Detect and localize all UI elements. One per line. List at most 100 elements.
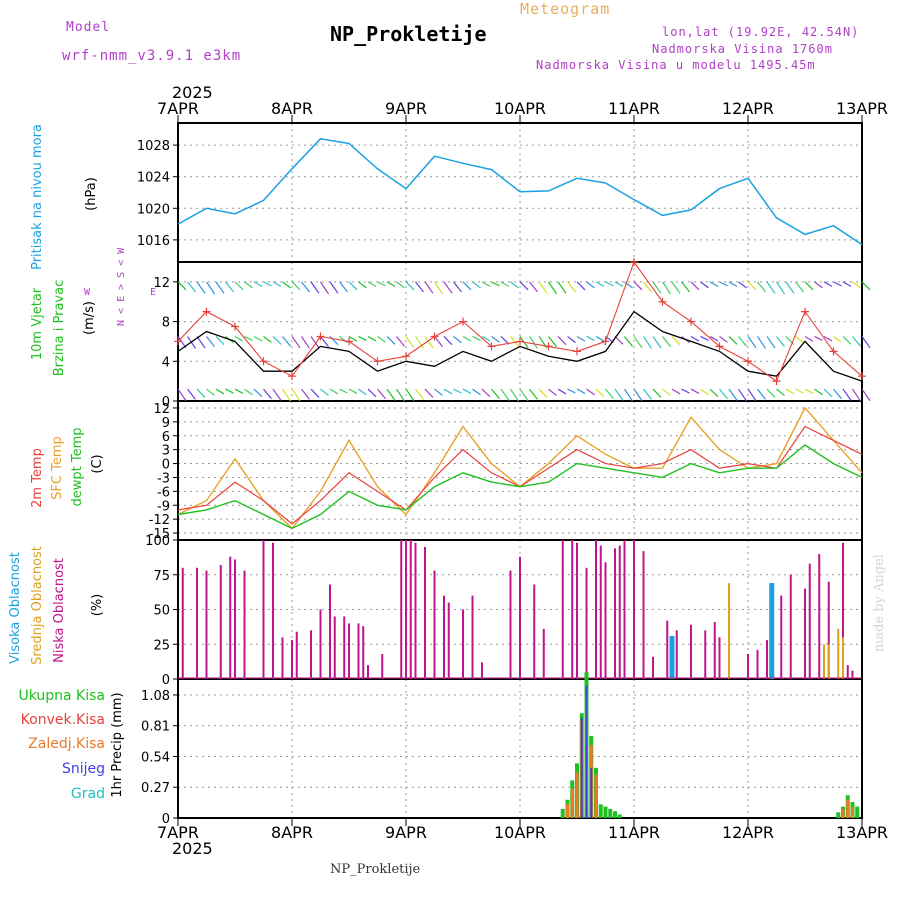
- cloud-bar-low: [666, 620, 669, 679]
- wind-arrow: [491, 281, 500, 287]
- wind-arrow: [196, 281, 206, 294]
- wind-arrow: [415, 388, 424, 400]
- wind-arrow: [472, 388, 481, 396]
- wind-arrow: [548, 336, 557, 347]
- wind-arrow: [728, 336, 738, 345]
- wind-arrow: [443, 336, 453, 346]
- cloud-bar-low: [196, 567, 198, 679]
- wind-arrow: [472, 335, 481, 342]
- y-tick-label: -9: [157, 499, 170, 514]
- y-tick-label: 12: [153, 276, 170, 291]
- wind-arrow: [282, 281, 291, 289]
- wind-arrow: [282, 388, 291, 402]
- cloud-bar-low: [618, 545, 621, 679]
- year-label-top: 2025: [172, 83, 213, 102]
- cloud-bar-low: [818, 553, 821, 679]
- x-tick-label-top: 7APR: [157, 99, 199, 118]
- wind-arrow: [567, 281, 576, 293]
- pressure-line: [177, 137, 863, 246]
- x-tick-label-bottom: 11APR: [608, 823, 660, 842]
- wind-arrow: [719, 335, 728, 343]
- wind-arrow: [776, 336, 785, 347]
- cloud-bar-low: [310, 630, 312, 679]
- gust-marker: [601, 337, 610, 346]
- cloud-bar-low: [414, 542, 417, 679]
- gust-marker: [687, 317, 695, 326]
- wind-arrow: [253, 335, 263, 342]
- wind-arrow: [424, 388, 434, 398]
- cloud-bar-low: [713, 622, 716, 679]
- cloud-bar-low: [585, 567, 588, 679]
- wind-arrow: [576, 388, 586, 394]
- gust-marker: [402, 352, 410, 361]
- wind-arrow: [614, 388, 624, 401]
- wind-arrow: [396, 281, 405, 289]
- wind-arrow: [348, 335, 358, 342]
- wind-arrow: [633, 336, 643, 349]
- precip-bar-strat: [570, 788, 574, 818]
- y-tick-label: 1.08: [141, 689, 170, 704]
- wind-arrow: [519, 281, 529, 291]
- wind-arrow: [823, 388, 833, 398]
- x-tick-label-bottom: 12APR: [722, 823, 774, 842]
- wind-arrow: [329, 336, 339, 346]
- wind-arrow: [538, 388, 548, 398]
- wind-arrow: [443, 388, 453, 395]
- cloud-bar-low: [409, 540, 412, 679]
- wind-arrow: [795, 335, 804, 344]
- cloud-bar-low: [205, 570, 208, 679]
- gust-marker: [715, 342, 724, 351]
- precip-bar-total: [855, 806, 860, 818]
- wind-arrow: [776, 281, 785, 295]
- wind-arrow: [728, 388, 738, 401]
- wind-arrow: [291, 388, 301, 402]
- wind-arrow: [700, 281, 709, 289]
- cloud-bar-mid: [827, 644, 830, 679]
- wind-arrow: [301, 281, 310, 293]
- wind-arrow: [386, 388, 396, 401]
- wind-arrow: [719, 281, 728, 287]
- x-tick-label-top: 8APR: [271, 99, 313, 118]
- wind-arrow: [605, 281, 614, 287]
- wind-arrow: [434, 336, 443, 347]
- y-tick-label: 0: [162, 458, 170, 473]
- cloud-bar-low: [576, 542, 578, 679]
- wind-arrow: [842, 388, 852, 401]
- wind-arrow: [396, 388, 405, 402]
- panel-frame: [177, 261, 863, 402]
- cloud-bar-low: [604, 562, 607, 679]
- wind-arrow: [548, 281, 557, 295]
- wind-arrow: [272, 388, 282, 401]
- wind-arrow: [206, 281, 215, 295]
- wind-arrow: [785, 388, 795, 395]
- y-tick-label: 100: [145, 534, 170, 549]
- wind-arrow: [643, 336, 652, 349]
- wind-arrow: [757, 281, 766, 293]
- wind-arrow: [348, 281, 358, 291]
- cloud-bar-low: [424, 546, 426, 679]
- wind-arrow: [586, 281, 595, 289]
- precip-bar-snow: [590, 767, 593, 818]
- cloud-bar-low: [642, 551, 645, 679]
- gust-marker: [288, 372, 296, 381]
- precip-bar-strat: [841, 808, 845, 818]
- wind-arrow: [861, 388, 871, 402]
- wind-arrow: [557, 281, 567, 294]
- model-label: Model: [66, 20, 111, 35]
- precip-bar-strat: [575, 772, 579, 818]
- wind-arrow: [804, 388, 814, 394]
- legend-total-precip: Ukupna Kisa: [18, 688, 105, 704]
- wind-arrow: [652, 281, 662, 294]
- x-tick-label-top: 12APR: [722, 99, 774, 118]
- wind-arrow: [358, 335, 367, 342]
- wind-speed-line: [177, 310, 863, 382]
- wind-arrow: [557, 388, 567, 395]
- wind-arrow: [861, 336, 871, 349]
- wind-arrow: [671, 336, 681, 346]
- wind-arrow: [510, 388, 519, 402]
- year-label-bottom: 2025: [172, 839, 213, 858]
- cloud-bar-low: [614, 548, 616, 679]
- wind-arrow: [852, 388, 861, 402]
- wind-arrow: [310, 336, 320, 349]
- cloud-bar-low: [348, 623, 350, 679]
